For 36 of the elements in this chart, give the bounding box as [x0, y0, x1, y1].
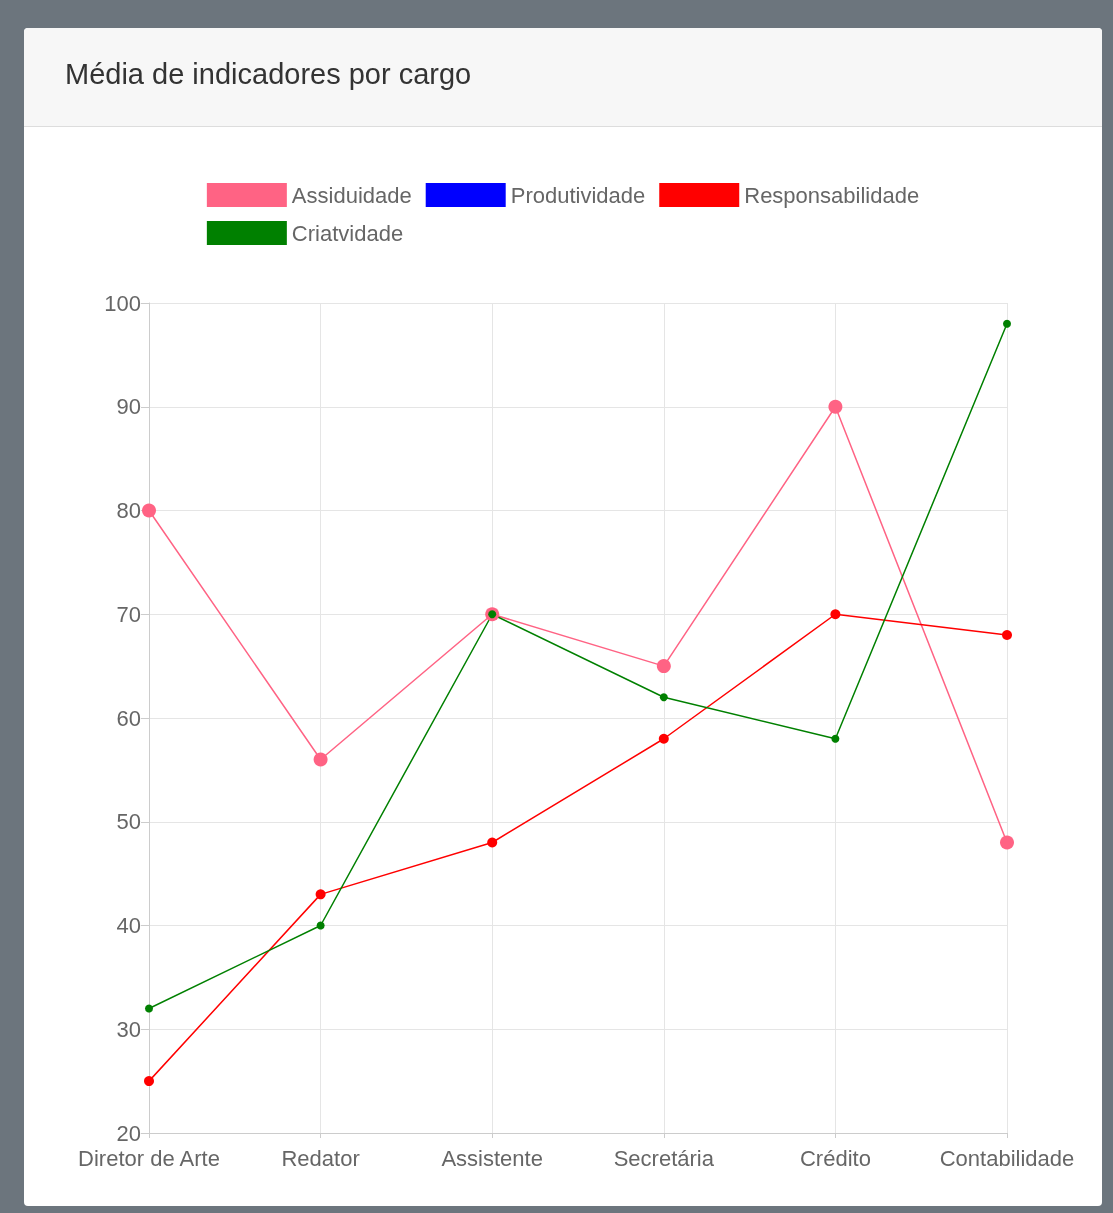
y-tick-label: 90 [116, 394, 141, 420]
y-tick-label: 70 [116, 601, 141, 627]
y-tick-label: 50 [116, 809, 141, 835]
chart-title: Média de indicadores por cargo [64, 57, 473, 91]
y-tick-label: 30 [116, 1016, 141, 1042]
y-tick-label: 20 [116, 1120, 141, 1146]
legend-label: Assiduidade [291, 182, 412, 208]
x-tick-label: Secretária [613, 1145, 715, 1171]
y-tick-label: 40 [116, 913, 141, 938]
y-tick-label: 80 [116, 498, 141, 523]
point [656, 659, 671, 674]
point [313, 752, 328, 767]
legend-label: Criatvidade [291, 220, 404, 246]
point [831, 734, 840, 743]
x-tick-label: Crédito [799, 1145, 871, 1171]
point [830, 609, 841, 620]
point [145, 1004, 153, 1013]
point [1002, 630, 1012, 640]
point [142, 503, 156, 518]
y-tick-label: 100 [104, 290, 141, 316]
point [144, 1076, 154, 1087]
y-tick-label: 60 [116, 705, 141, 731]
point [658, 733, 669, 744]
x-tick-label: Assistente [441, 1145, 543, 1171]
point [1003, 319, 1011, 328]
point [487, 837, 498, 848]
point [659, 693, 668, 702]
x-tick-label: Diretor de Arte [78, 1145, 220, 1171]
point [316, 921, 325, 930]
point [315, 889, 326, 900]
point [828, 399, 843, 414]
x-tick-label: Contabilidade [939, 1145, 1075, 1171]
x-tick-label: Redator [281, 1145, 360, 1171]
legend-label: Produtividade [510, 182, 646, 208]
point [1000, 835, 1014, 850]
legend-label: Responsabilidade [744, 182, 920, 208]
